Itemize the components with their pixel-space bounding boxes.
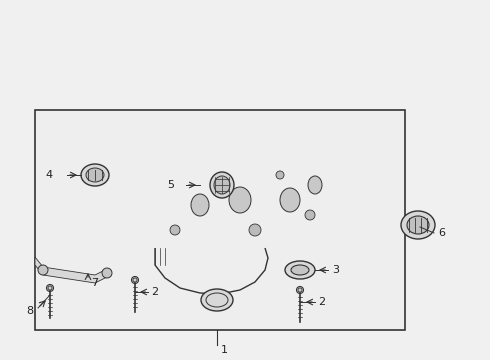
Polygon shape bbox=[47, 257, 119, 283]
Ellipse shape bbox=[285, 261, 315, 279]
Text: 6: 6 bbox=[438, 228, 445, 238]
Text: 7: 7 bbox=[91, 278, 98, 288]
Polygon shape bbox=[35, 257, 107, 283]
Ellipse shape bbox=[229, 187, 251, 213]
Ellipse shape bbox=[249, 224, 261, 236]
Text: 1: 1 bbox=[221, 345, 228, 355]
Text: 3: 3 bbox=[332, 265, 339, 275]
Ellipse shape bbox=[81, 164, 109, 186]
Polygon shape bbox=[325, 192, 362, 232]
Polygon shape bbox=[39, 257, 111, 283]
Ellipse shape bbox=[191, 194, 209, 216]
Ellipse shape bbox=[131, 276, 139, 284]
Text: 2: 2 bbox=[318, 297, 325, 307]
Ellipse shape bbox=[308, 176, 322, 194]
Ellipse shape bbox=[86, 168, 104, 182]
Polygon shape bbox=[72, 185, 108, 240]
Ellipse shape bbox=[276, 171, 284, 179]
Text: 5: 5 bbox=[167, 180, 174, 190]
Ellipse shape bbox=[280, 188, 300, 212]
Ellipse shape bbox=[401, 211, 435, 239]
Bar bbox=[35, 110, 405, 330]
Ellipse shape bbox=[407, 216, 429, 234]
Ellipse shape bbox=[47, 284, 53, 292]
Polygon shape bbox=[43, 257, 115, 283]
Text: 2: 2 bbox=[151, 287, 158, 297]
Ellipse shape bbox=[305, 210, 315, 220]
Text: 4: 4 bbox=[46, 170, 53, 180]
Text: 8: 8 bbox=[26, 306, 33, 316]
Ellipse shape bbox=[291, 265, 309, 275]
Ellipse shape bbox=[102, 268, 112, 278]
Ellipse shape bbox=[201, 289, 233, 311]
Polygon shape bbox=[72, 148, 128, 185]
Ellipse shape bbox=[214, 176, 230, 194]
Ellipse shape bbox=[170, 225, 180, 235]
Polygon shape bbox=[100, 158, 335, 250]
Ellipse shape bbox=[210, 172, 234, 198]
Ellipse shape bbox=[38, 265, 48, 275]
Ellipse shape bbox=[296, 287, 303, 293]
